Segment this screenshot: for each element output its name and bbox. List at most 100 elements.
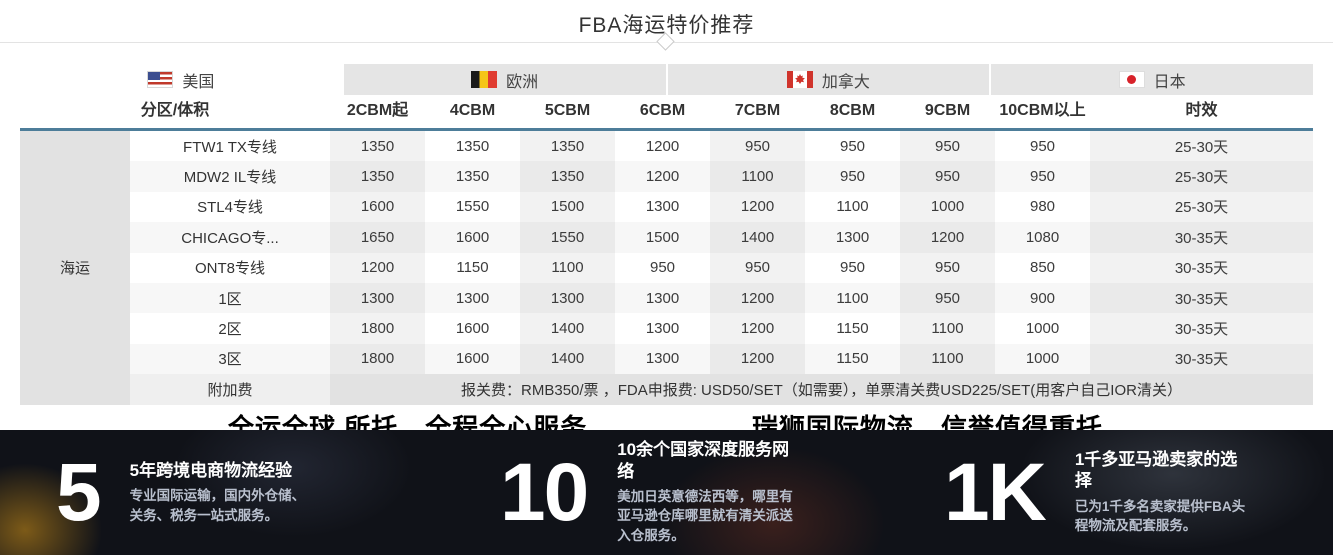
row-label: MDW2 IL专线 bbox=[183, 169, 277, 187]
price-cell: 1300 bbox=[645, 320, 680, 338]
stat-number: 10 bbox=[500, 446, 589, 538]
row-label: CHICAGO专... bbox=[181, 229, 279, 247]
price-cell: 950 bbox=[839, 137, 866, 155]
price-cell: 1350 bbox=[520, 131, 615, 162]
tab-europe[interactable]: 欧洲 bbox=[343, 64, 666, 95]
price-cell: 1100 bbox=[900, 313, 995, 344]
price-cell: 850 bbox=[1029, 259, 1056, 277]
stat-countries: 10 10余个国家深度服务网络 美加日英意德法西等，哪里有亚马逊仓库哪里就有清关… bbox=[444, 430, 888, 555]
price-cell: 1000 bbox=[900, 191, 995, 223]
price-cell: 950 bbox=[710, 252, 805, 283]
timing-cell: 30-35天 bbox=[1090, 252, 1313, 283]
price-cell: 950 bbox=[710, 131, 805, 162]
column-header: 6CBM bbox=[639, 102, 686, 120]
column-header: 9CBM bbox=[924, 102, 971, 120]
stat-heading: 1千多亚马逊卖家的选择 bbox=[1074, 450, 1238, 491]
price-cell: 1300 bbox=[520, 282, 615, 314]
column-header: 7CBM bbox=[734, 102, 781, 120]
column-header: 8CBM bbox=[829, 102, 876, 120]
page-title: FBA海运特价推荐 bbox=[578, 14, 755, 37]
price-cell: 1100 bbox=[836, 198, 869, 216]
price-cell: 1300 bbox=[330, 282, 425, 314]
price-cell: 950 bbox=[839, 259, 866, 277]
table-row: STL4专线 1600 1550 1500 1300 1200 1100 100… bbox=[130, 191, 1313, 223]
canada-flag-icon bbox=[786, 71, 813, 88]
price-cell: 1600 bbox=[455, 228, 490, 246]
price-cell: 1150 bbox=[836, 320, 869, 338]
table-body: 海运 FTW1 TX专线 1350 1350 1350 1200 950 950… bbox=[20, 131, 1313, 405]
row-label: 3区 bbox=[218, 351, 242, 369]
price-cell: 1350 bbox=[455, 137, 490, 155]
tab-canada[interactable]: 加拿大 bbox=[667, 64, 990, 95]
transport-group-cell: 海运 bbox=[20, 131, 130, 405]
surcharge-row: 附加费 报关费：RMB350/票 ，FDA申报费: USD50/SET（如需要）… bbox=[130, 374, 1313, 405]
table-row: ONT8专线 1200 1150 1100 950 950 950 950 85… bbox=[130, 252, 1313, 283]
price-cell: 1100 bbox=[836, 289, 869, 307]
column-header: 时效 bbox=[1185, 102, 1218, 120]
price-cell: 1550 bbox=[455, 198, 490, 216]
stat-text: 1千多亚马逊卖家的选择 已为1千多名卖家提供FBA头程物流及配套服务。 bbox=[1075, 449, 1255, 536]
stat-number: 1K bbox=[944, 446, 1047, 538]
price-cell: 1800 bbox=[330, 343, 425, 375]
price-cell: 950 bbox=[1029, 168, 1056, 186]
price-cell: 980 bbox=[1029, 198, 1056, 216]
price-cell: 1500 bbox=[645, 228, 680, 246]
price-cell: 1600 bbox=[455, 350, 490, 368]
table-row: 2区 1800 1600 1400 1300 1200 1150 1100 10… bbox=[130, 313, 1313, 344]
timing-cell: 30-35天 bbox=[1090, 222, 1313, 253]
timing-cell: 25-30天 bbox=[1090, 131, 1313, 162]
table-header-row: 分区/体积 2CBM起 4CBM 5CBM 6CBM 7CBM 8CBM 9CB… bbox=[20, 95, 1313, 131]
country-tabs: 美国 欧洲 加拿大 日本 bbox=[20, 64, 1313, 95]
price-cell: 1080 bbox=[1025, 228, 1060, 246]
price-cell: 1200 bbox=[645, 168, 680, 186]
table-row: FTW1 TX专线 1350 1350 1350 1200 950 950 95… bbox=[130, 131, 1313, 162]
price-cell: 1550 bbox=[520, 222, 615, 253]
tab-usa[interactable]: 美国 bbox=[20, 64, 342, 95]
table-row: 3区 1800 1600 1400 1300 1200 1150 1100 10… bbox=[130, 343, 1313, 375]
price-cell: 1200 bbox=[710, 313, 805, 344]
table-row: MDW2 IL专线 1350 1350 1350 1200 1100 950 9… bbox=[130, 161, 1313, 192]
row-label: ONT8专线 bbox=[194, 260, 265, 278]
pricing-table: 分区/体积 2CBM起 4CBM 5CBM 6CBM 7CBM 8CBM 9CB… bbox=[20, 95, 1313, 405]
price-cell: 1100 bbox=[900, 343, 995, 375]
tab-japan[interactable]: 日本 bbox=[991, 64, 1313, 95]
price-cell: 1000 bbox=[1025, 320, 1060, 338]
stat-sellers: 1K 1千多亚马逊卖家的选择 已为1千多名卖家提供FBA头程物流及配套服务。 bbox=[888, 430, 1332, 555]
row-label: 1区 bbox=[218, 290, 242, 308]
column-header: 分区/体积 bbox=[140, 102, 210, 120]
surcharge-label: 附加费 bbox=[130, 374, 330, 405]
timing-cell: 25-30天 bbox=[1090, 161, 1313, 192]
price-cell: 1350 bbox=[330, 131, 425, 162]
price-cell: 1200 bbox=[710, 343, 805, 375]
stat-experience: 5 5年跨境电商物流经验 专业国际运输，国内外仓储、关务、税务一站式服务。 bbox=[0, 430, 444, 555]
column-header: 2CBM起 bbox=[346, 102, 409, 120]
timing-cell: 30-35天 bbox=[1090, 343, 1313, 375]
stat-heading: 5年跨境电商物流经验 bbox=[129, 460, 293, 480]
price-cell: 1100 bbox=[520, 252, 615, 283]
price-cell: 1400 bbox=[520, 343, 615, 375]
price-cell: 1200 bbox=[710, 282, 805, 314]
price-cell: 1200 bbox=[645, 137, 680, 155]
price-cell: 1350 bbox=[330, 161, 425, 192]
tab-label: 美国 bbox=[182, 73, 215, 91]
price-cell: 950 bbox=[900, 252, 995, 283]
price-cell: 1350 bbox=[520, 161, 615, 192]
stats-footer: 5 5年跨境电商物流经验 专业国际运输，国内外仓储、关务、税务一站式服务。 10… bbox=[0, 430, 1333, 555]
price-cell: 1150 bbox=[836, 350, 869, 368]
table-rows: FTW1 TX专线 1350 1350 1350 1200 950 950 95… bbox=[130, 131, 1313, 405]
price-cell: 1300 bbox=[645, 289, 680, 307]
price-cell: 1350 bbox=[455, 168, 490, 186]
price-cell: 1400 bbox=[710, 222, 805, 253]
price-cell: 1650 bbox=[330, 222, 425, 253]
tab-label: 加拿大 bbox=[821, 73, 870, 91]
timing-cell: 30-35天 bbox=[1090, 313, 1313, 344]
price-cell: 1200 bbox=[900, 222, 995, 253]
price-cell: 1800 bbox=[330, 313, 425, 344]
price-cell: 1400 bbox=[520, 313, 615, 344]
belgium-flag-icon bbox=[471, 71, 498, 88]
tab-label: 欧洲 bbox=[506, 73, 539, 91]
stat-text: 10余个国家深度服务网络 美加日英意德法西等，哪里有亚马逊仓库哪里就有清关派送入… bbox=[617, 439, 797, 545]
stat-heading: 10余个国家深度服务网络 bbox=[617, 440, 790, 481]
price-cell: 1300 bbox=[645, 198, 680, 216]
price-cell: 900 bbox=[1029, 289, 1056, 307]
